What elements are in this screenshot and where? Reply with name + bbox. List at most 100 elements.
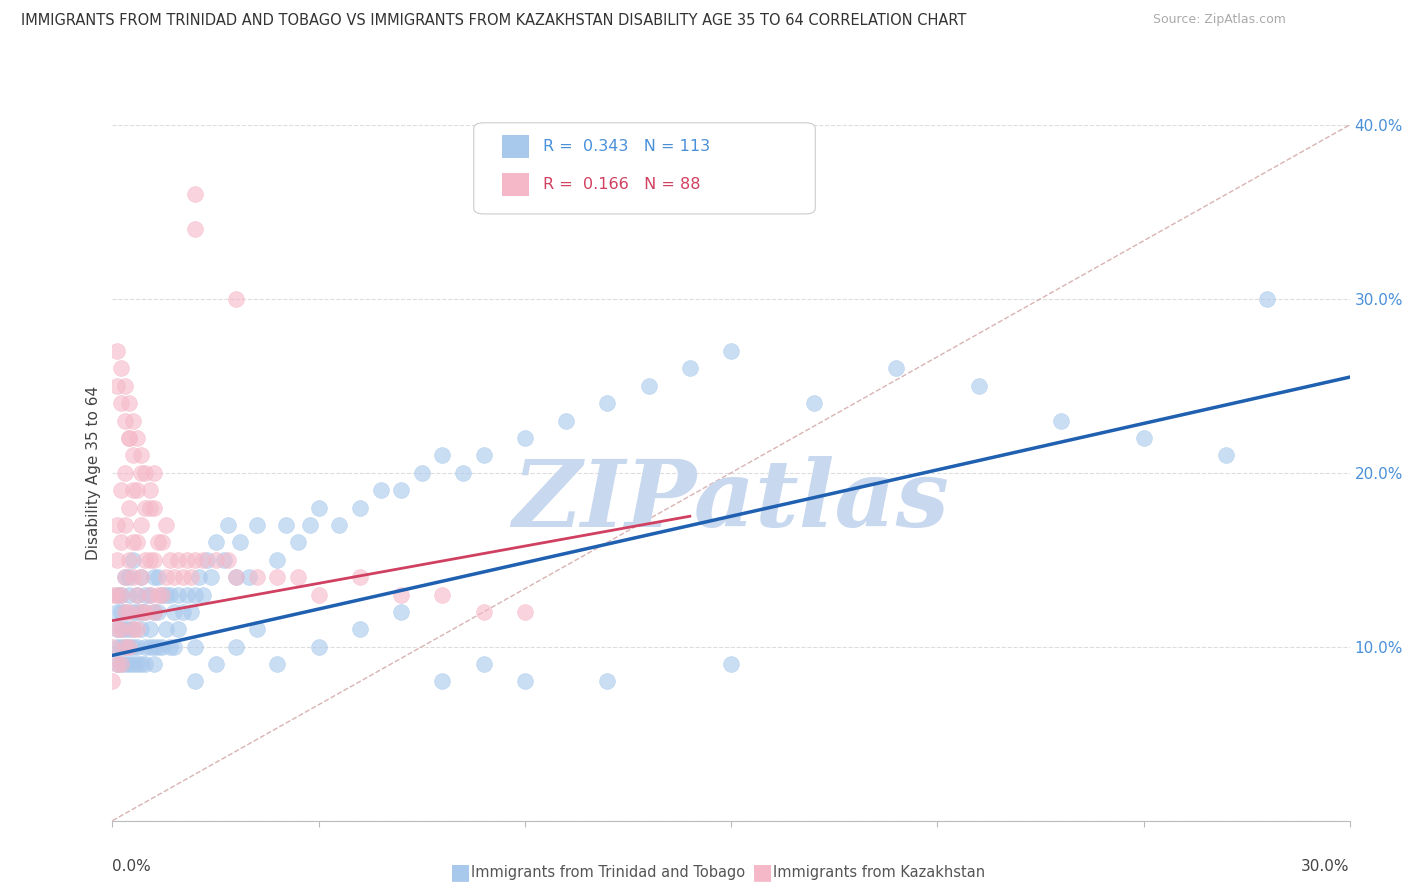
Point bbox=[118, 587, 141, 601]
Point bbox=[1132, 431, 1154, 445]
Point bbox=[150, 535, 173, 549]
Point bbox=[142, 605, 165, 619]
Point bbox=[513, 674, 536, 689]
Point bbox=[110, 623, 132, 637]
Point bbox=[131, 448, 153, 462]
Point bbox=[105, 587, 128, 601]
Point bbox=[184, 222, 207, 236]
Point bbox=[105, 552, 128, 567]
Point bbox=[105, 605, 128, 619]
Point bbox=[101, 587, 124, 601]
Point bbox=[127, 587, 149, 601]
Point bbox=[472, 657, 495, 671]
Point bbox=[596, 674, 619, 689]
Point bbox=[127, 587, 149, 601]
Point bbox=[150, 640, 173, 654]
Point bbox=[122, 414, 145, 428]
Point bbox=[118, 431, 141, 445]
Point bbox=[1256, 292, 1278, 306]
Point bbox=[138, 587, 160, 601]
Point bbox=[122, 570, 145, 584]
Point bbox=[114, 623, 136, 637]
Point bbox=[229, 535, 252, 549]
Point bbox=[513, 605, 536, 619]
Point bbox=[110, 640, 132, 654]
Text: 30.0%: 30.0% bbox=[1302, 859, 1350, 874]
Point bbox=[167, 623, 190, 637]
Point bbox=[246, 623, 269, 637]
Point bbox=[127, 605, 149, 619]
Point bbox=[127, 431, 149, 445]
Point bbox=[118, 640, 141, 654]
FancyBboxPatch shape bbox=[474, 123, 815, 214]
Point bbox=[720, 657, 742, 671]
Point bbox=[884, 361, 907, 376]
Point bbox=[101, 674, 124, 689]
Point bbox=[105, 623, 128, 637]
Point bbox=[246, 517, 269, 532]
Point bbox=[105, 517, 128, 532]
Point bbox=[188, 570, 211, 584]
Point bbox=[122, 623, 145, 637]
Point bbox=[110, 657, 132, 671]
Point bbox=[134, 587, 156, 601]
Point bbox=[138, 483, 160, 497]
Point bbox=[246, 570, 269, 584]
Point bbox=[114, 517, 136, 532]
Point bbox=[349, 570, 371, 584]
Point bbox=[127, 657, 149, 671]
Point bbox=[349, 500, 371, 515]
Point bbox=[159, 640, 181, 654]
Point bbox=[150, 587, 173, 601]
Point bbox=[138, 640, 160, 654]
Point bbox=[513, 431, 536, 445]
Point bbox=[328, 517, 350, 532]
Point bbox=[204, 657, 226, 671]
Point bbox=[146, 605, 169, 619]
Point bbox=[134, 640, 156, 654]
Point bbox=[122, 448, 145, 462]
Text: R =  0.343   N = 113: R = 0.343 N = 113 bbox=[543, 139, 710, 154]
Point bbox=[110, 657, 132, 671]
Point bbox=[127, 535, 149, 549]
Point bbox=[146, 587, 169, 601]
Point bbox=[389, 605, 412, 619]
Point bbox=[114, 570, 136, 584]
Point bbox=[118, 396, 141, 410]
Point bbox=[172, 570, 194, 584]
Point bbox=[163, 640, 186, 654]
Point bbox=[596, 396, 619, 410]
Point bbox=[1050, 414, 1073, 428]
Point bbox=[134, 605, 156, 619]
Point bbox=[127, 623, 149, 637]
Point bbox=[105, 640, 128, 654]
Point bbox=[118, 605, 141, 619]
Point bbox=[193, 552, 215, 567]
Point bbox=[266, 657, 288, 671]
Point bbox=[138, 623, 160, 637]
Point bbox=[167, 552, 190, 567]
Point bbox=[138, 500, 160, 515]
Point bbox=[146, 570, 169, 584]
Point bbox=[138, 552, 160, 567]
Point bbox=[472, 448, 495, 462]
Text: ■: ■ bbox=[450, 863, 471, 882]
Point bbox=[134, 657, 156, 671]
Point bbox=[110, 587, 132, 601]
Point bbox=[1215, 448, 1237, 462]
Point bbox=[131, 466, 153, 480]
Point bbox=[118, 431, 141, 445]
Point bbox=[555, 414, 578, 428]
Point bbox=[180, 605, 202, 619]
Point bbox=[163, 570, 186, 584]
Point bbox=[114, 657, 136, 671]
Point bbox=[101, 640, 124, 654]
Point bbox=[142, 657, 165, 671]
Point bbox=[142, 500, 165, 515]
Point bbox=[159, 552, 181, 567]
Text: ZIPatlas: ZIPatlas bbox=[513, 456, 949, 546]
Point bbox=[349, 623, 371, 637]
Text: 0.0%: 0.0% bbox=[112, 859, 152, 874]
Point bbox=[212, 552, 235, 567]
Point bbox=[803, 396, 825, 410]
